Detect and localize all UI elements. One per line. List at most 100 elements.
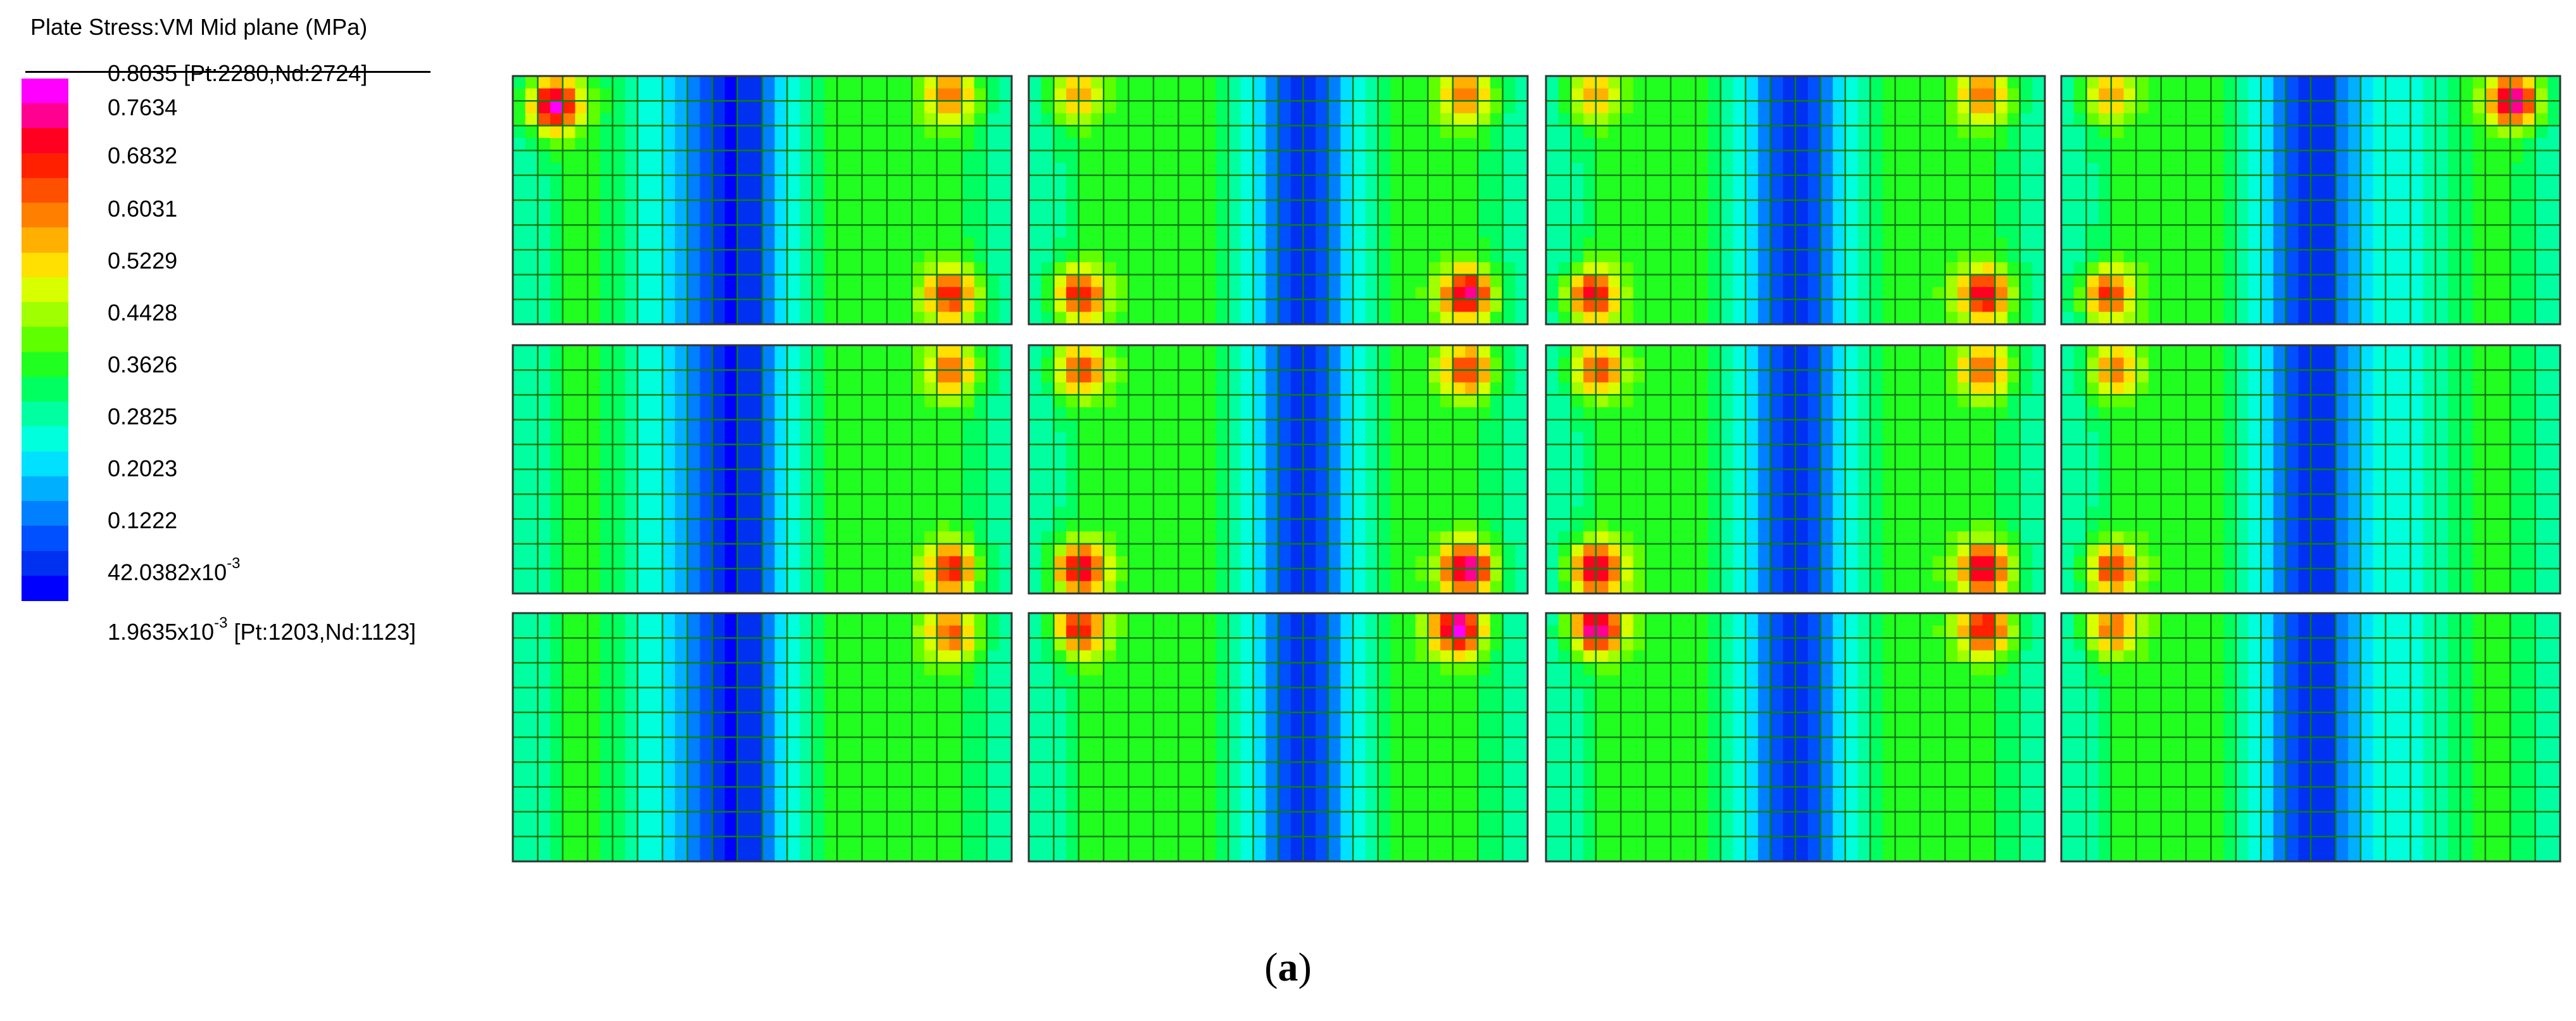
contour-cell [2111,88,2125,101]
contour-cell [887,225,900,238]
contour-cell [575,187,588,201]
contour-cell [862,200,875,213]
contour-cell [662,581,675,594]
contour-cell [1153,138,1167,151]
contour-cell [1253,163,1266,176]
contour-cell [1595,138,1609,151]
contour-cell [762,250,776,263]
contour-cell [986,274,1000,288]
contour-cell [887,287,900,300]
contour-cell [662,312,675,325]
contour-cell [949,175,962,188]
contour-cell [1982,76,1995,89]
contour-cell [949,225,962,238]
contour-cell [2360,250,2374,263]
contour-cell [687,568,701,581]
contour-cell [2173,225,2187,238]
contour-cell [2397,299,2411,312]
contour-cell [724,274,738,288]
contour-cell [1857,101,1871,114]
contour-cell [1029,481,1042,495]
contour-cell [1403,274,1416,288]
contour-cell [550,125,563,139]
contour-cell [1415,312,1428,325]
contour-cell [800,299,813,312]
contour-cell [2460,101,2473,114]
contour-cell [1178,519,1191,532]
contour-cell [700,419,713,433]
contour-cell [1365,113,1379,126]
contour-cell [2099,262,2112,276]
contour-cell [2123,101,2137,114]
contour-cell [1733,150,1746,163]
contour-cell [1153,200,1167,213]
contour-cell [999,444,1012,457]
contour-cell [2235,237,2249,250]
contour-cell [612,345,625,358]
contour-cell [1303,519,1316,532]
contour-cell [1228,395,1241,408]
contour-cell [1041,531,1054,545]
contour-cell [1982,299,1995,312]
contour-cell [1103,274,1117,288]
contour-cell [949,395,962,408]
contour-cell [1502,543,1516,557]
contour-cell [1253,556,1266,569]
contour-cell [1340,382,1354,395]
contour-cell [812,556,826,569]
contour-cell [936,395,950,408]
contour-cell [812,444,826,457]
contour-cell [525,299,538,312]
contour-cell [899,175,912,188]
contour-cell [537,345,551,358]
contour-cell [1228,568,1241,581]
contour-cell [1191,556,1204,569]
contour-cell [1490,76,1504,89]
contour-cell [2373,212,2386,225]
contour-cell [737,76,750,89]
contour-cell [887,531,900,545]
contour-cell [2522,200,2536,213]
contour-cell [1440,138,1454,151]
contour-cell [1203,312,1217,325]
contour-cell [1091,531,1104,545]
contour-cell [924,125,938,139]
contour-cell [1807,274,1821,288]
contour-cell [1515,250,1528,263]
contour-cell [2123,274,2137,288]
contour-cell [1452,150,1466,163]
contour-cell [724,531,738,545]
contour-cell [575,88,588,101]
contour-cell [737,543,750,557]
contour-cell [1029,125,1042,139]
contour-cell [1515,345,1528,358]
contour-cell [650,225,663,238]
contour-cell [2548,312,2561,325]
contour-cell [1583,287,1597,300]
contour-cell [1328,382,1341,395]
contour-cell [1807,262,1821,276]
contour-cell [1053,76,1067,89]
contour-cell [1091,76,1104,89]
contour-cell [2235,175,2249,188]
contour-cell [562,262,576,276]
contour-cell [1708,287,1721,300]
contour-cell [675,262,688,276]
contour-cell [2423,287,2436,300]
contour-cell [1353,444,1366,457]
contour-cell [1452,519,1466,532]
contour-cell [1191,395,1204,408]
contour-cell [2497,299,2511,312]
contour-cell [1995,76,2008,89]
contour-cell [1621,163,1634,176]
contour-cell [1465,76,1478,89]
contour-cell [1770,262,1783,276]
contour-cell [986,543,1000,557]
contour-cell [550,531,563,545]
contour-cell [1091,163,1104,176]
contour-cell [1066,519,1079,532]
contour-cell [949,568,962,581]
contour-cell [1440,357,1454,371]
contour-cell [2410,237,2423,250]
contour-cell [2473,274,2486,288]
